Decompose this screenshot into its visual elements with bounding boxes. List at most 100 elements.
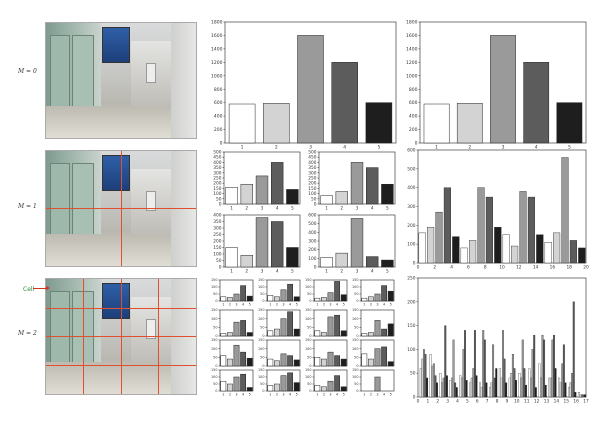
bar xyxy=(368,358,374,367)
x-tick-label: 20 xyxy=(583,264,589,270)
y-tick-label: 150 xyxy=(258,338,264,342)
bar xyxy=(240,255,253,268)
y-tick-label: 150 xyxy=(213,186,221,192)
bar xyxy=(366,167,379,205)
x-tick-label: 1 xyxy=(241,145,244,151)
y-tick-label: 400 xyxy=(407,185,415,191)
bar xyxy=(519,191,527,264)
bar xyxy=(485,382,488,398)
bar xyxy=(381,285,387,302)
y-tick-label: 100 xyxy=(305,285,311,289)
y-tick-label: 1200 xyxy=(406,60,418,66)
bar xyxy=(480,387,483,398)
x-tick-label: 2 xyxy=(436,398,439,404)
bar xyxy=(321,358,327,367)
bar xyxy=(267,330,274,337)
bar xyxy=(469,382,472,398)
bar xyxy=(350,162,364,205)
bar xyxy=(361,333,368,337)
bar xyxy=(271,221,284,268)
x-tick-label: 1 xyxy=(363,302,365,306)
x-tick-label: 10 xyxy=(499,264,505,270)
y-tick-label: 400 xyxy=(308,230,316,236)
x-tick-label: 1 xyxy=(222,392,224,396)
y-tick-label: 1200 xyxy=(211,60,223,66)
bar xyxy=(454,382,457,398)
x-tick-label: 14 xyxy=(554,398,560,404)
x-tick-label: 2 xyxy=(468,145,471,151)
bar xyxy=(489,387,491,398)
y-tick-label: 1400 xyxy=(406,46,418,52)
y-tick-label: 400 xyxy=(213,160,221,166)
bar xyxy=(368,296,374,302)
x-tick-label: 3 xyxy=(261,268,264,274)
bar xyxy=(544,384,547,398)
bar xyxy=(293,382,300,392)
bar xyxy=(442,377,445,398)
bar xyxy=(439,373,442,398)
bar xyxy=(381,328,387,337)
bar xyxy=(321,297,327,302)
y-tick-label: 100 xyxy=(352,285,358,289)
bar xyxy=(490,382,493,398)
y-tick-label: 200 xyxy=(409,127,418,133)
bar xyxy=(520,377,523,398)
bar xyxy=(263,103,290,144)
x-tick-label: 2 xyxy=(370,392,372,396)
y-tick-label: 150 xyxy=(305,368,311,372)
bar xyxy=(431,365,434,398)
bar xyxy=(280,353,287,367)
bar xyxy=(455,387,458,398)
y-tick-label: 150 xyxy=(258,368,264,372)
bar xyxy=(579,394,582,398)
bar xyxy=(511,245,519,264)
x-tick-label: 4 xyxy=(450,264,453,270)
y-tick-label: 150 xyxy=(211,308,217,312)
y-tick-label: 0 xyxy=(215,389,217,393)
bar xyxy=(503,358,506,398)
bar xyxy=(419,368,422,398)
bar xyxy=(558,377,561,398)
y-tick-label: 400 xyxy=(213,213,221,219)
bar xyxy=(255,217,269,268)
bar xyxy=(287,311,293,337)
bar xyxy=(274,296,280,302)
bar xyxy=(523,62,550,144)
y-tick-label: 50 xyxy=(410,371,416,377)
y-tick-label: 200 xyxy=(213,239,221,245)
bar xyxy=(387,323,394,337)
bar xyxy=(465,380,468,398)
bar xyxy=(435,211,443,264)
x-tick-label: 5 xyxy=(390,302,392,306)
y-tick-label: 100 xyxy=(305,347,311,351)
row-label-m2: M = 2 xyxy=(18,330,37,337)
bar xyxy=(271,162,284,205)
y-tick-label: 50 xyxy=(213,292,217,296)
bar xyxy=(502,330,504,398)
y-tick-label: 0 xyxy=(220,141,223,147)
x-tick-label: 3 xyxy=(502,145,505,151)
bar xyxy=(267,358,274,367)
bar xyxy=(320,257,333,268)
bar xyxy=(228,103,256,144)
bar xyxy=(297,35,324,144)
x-tick-label: 1 xyxy=(435,145,438,151)
chart-m0-hist: 0 200 400 600 800 1000 1200 1400 1600 1800 1 2 3 4 5 xyxy=(211,20,397,151)
x-tick-label: 2 xyxy=(276,392,278,396)
y-tick-label: 50 xyxy=(260,356,264,360)
bar xyxy=(314,297,321,302)
y-tick-label: 150 xyxy=(258,278,264,282)
x-tick-label: 3 xyxy=(329,392,331,396)
bar xyxy=(561,363,564,398)
bar xyxy=(321,332,327,337)
x-tick-label: 11 xyxy=(524,398,530,404)
y-tick-label: 150 xyxy=(308,186,316,192)
bar xyxy=(293,296,300,302)
bar xyxy=(340,358,347,367)
y-tick-label: 100 xyxy=(258,347,264,351)
bar xyxy=(548,377,551,398)
y-tick-label: 0 xyxy=(413,395,416,401)
x-tick-label: 4 xyxy=(276,268,279,274)
